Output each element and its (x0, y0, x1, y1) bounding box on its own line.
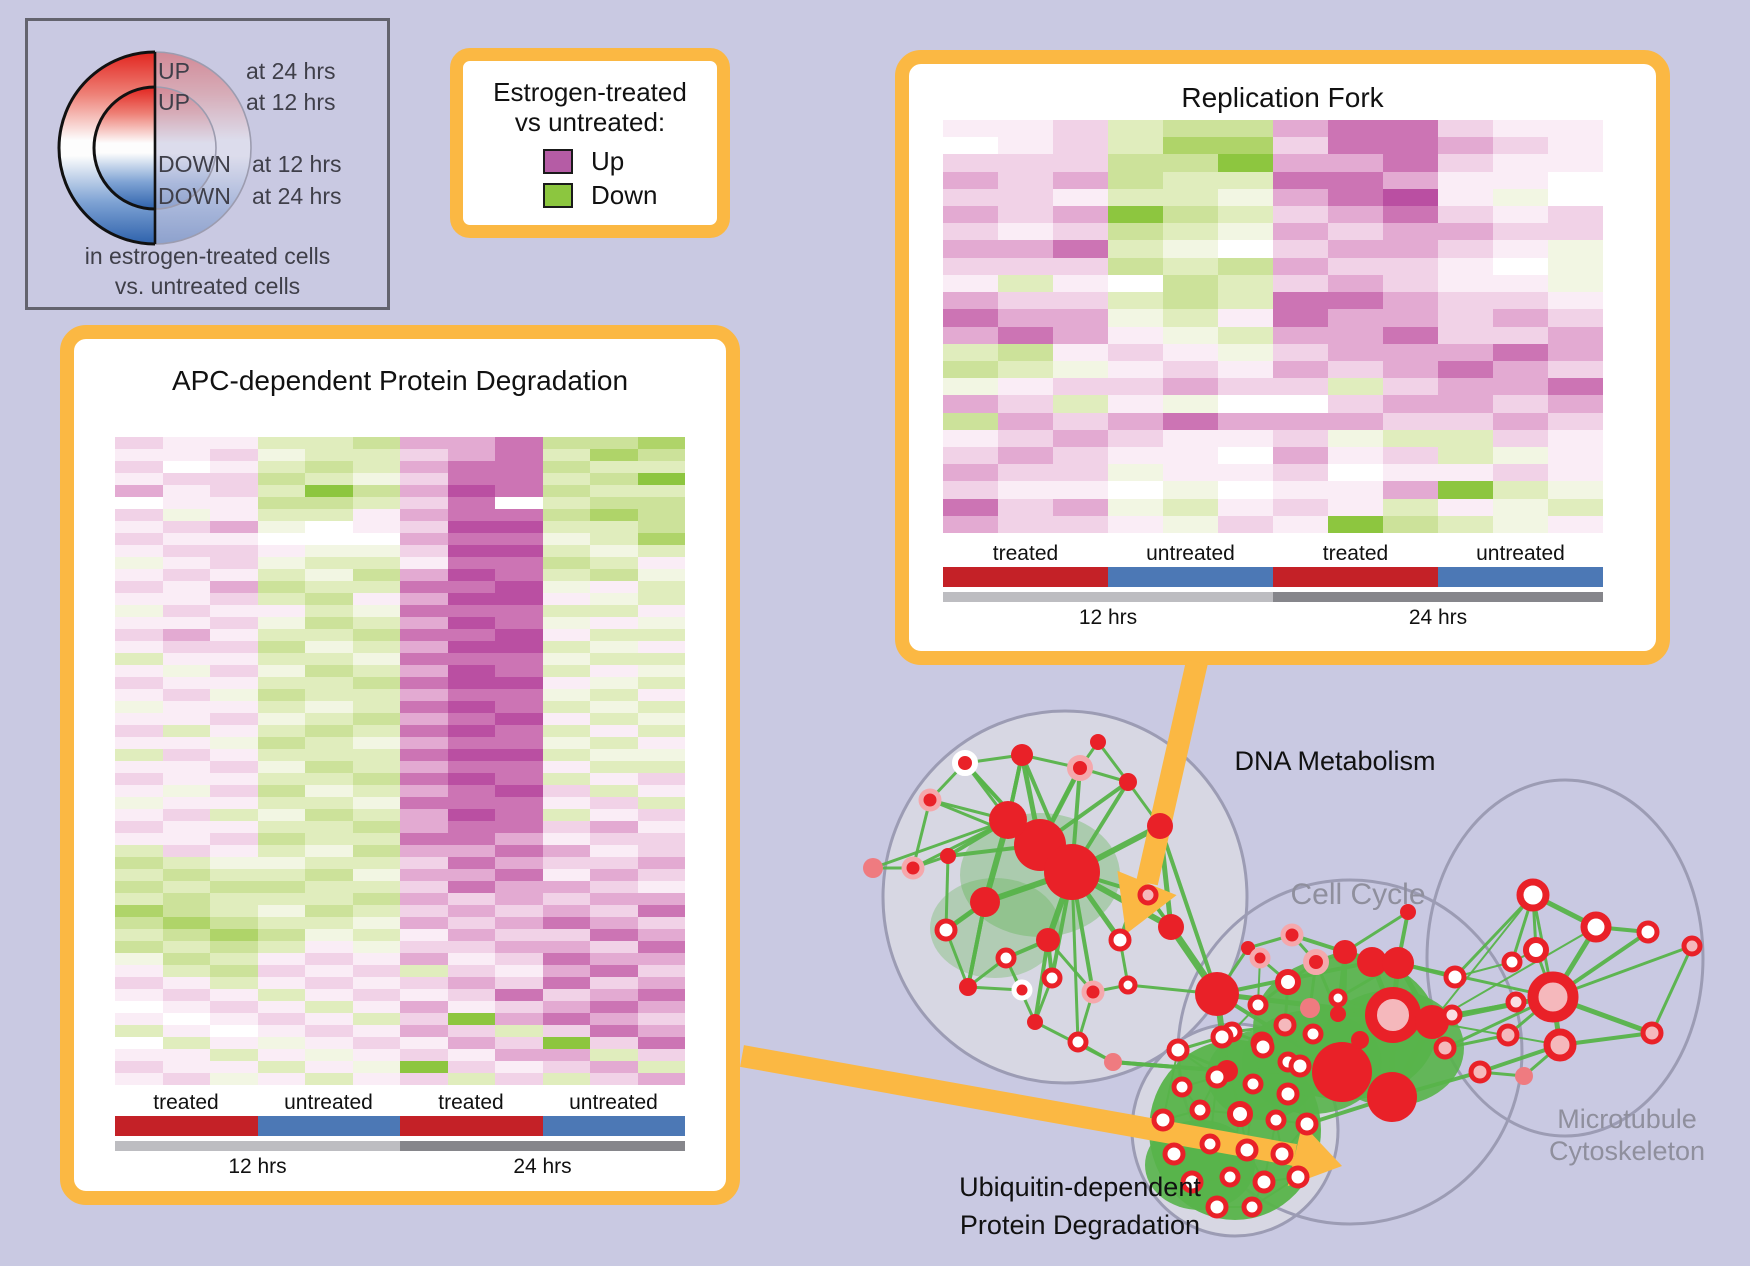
apc-time-bar (115, 1141, 685, 1151)
apc-panel: APC-dependent Protein Degradation treate… (60, 325, 740, 1205)
updown-title-line1: Estrogen-treated (493, 77, 687, 107)
ring-down24-time: at 24 hrs (252, 183, 342, 209)
ring-down12-time: at 12 hrs (252, 151, 342, 177)
ring-down12-dir: DOWN (158, 151, 231, 177)
ring-up24-dir: UP (158, 58, 190, 84)
ubiquitin-label-line1: Ubiquitin-dependent (959, 1172, 1201, 1202)
replication-fork-heatmap (943, 120, 1603, 533)
cell-cycle-label: Cell Cycle (1290, 878, 1426, 911)
apc-title: APC-dependent Protein Degradation (171, 365, 629, 396)
ring-up12-time: at 12 hrs (246, 89, 336, 115)
apc-group-untreated-24: untreated (569, 1091, 658, 1114)
bottom-margin (0, 1266, 1750, 1279)
ring-up24-time: at 24 hrs (246, 58, 336, 84)
ring-caption-line1: in estrogen-treated cells (84, 243, 331, 269)
rf-group-treated-24: treated (1322, 542, 1389, 565)
apc-condition-bar (115, 1116, 685, 1136)
ubiquitin-label-line2: Protein Degradation (959, 1210, 1201, 1240)
up-color-swatch (543, 149, 573, 174)
apc-heatmap (115, 437, 685, 1085)
microtubule-label-line2: Cytoskeleton (1548, 1136, 1706, 1166)
up-down-rings-icon (57, 50, 252, 246)
replication-fork-title: Replication Fork (1181, 82, 1384, 113)
rf-time-bar (943, 592, 1603, 602)
rf-condition-bar (943, 567, 1603, 587)
rf-time-12hrs: 12 hrs (1078, 606, 1138, 629)
updown-title-line2: vs untreated: (514, 107, 666, 137)
apc-group-untreated-12: untreated (284, 1091, 373, 1114)
replication-fork-panel: Replication Fork treated untreated treat… (895, 50, 1670, 665)
rf-time-24hrs: 24 hrs (1408, 606, 1468, 629)
rf-group-treated-12: treated (992, 542, 1059, 565)
rf-group-untreated-24: untreated (1476, 542, 1565, 565)
ring-legend-box: UP at 24 hrs UP at 12 hrs DOWN at 12 hrs… (25, 18, 390, 310)
down-label: Down (591, 180, 658, 210)
down-color-swatch (543, 183, 573, 208)
apc-group-treated-24: treated (438, 1091, 504, 1114)
microtubule-label-line1: Microtubule (1557, 1104, 1697, 1134)
up-label: Up (591, 146, 625, 176)
ring-down24-dir: DOWN (158, 183, 231, 209)
dna-metabolism-label: DNA Metabolism (1234, 746, 1436, 776)
ring-caption-line2: vs. untreated cells (114, 273, 301, 299)
apc-time-12hrs: 12 hrs (228, 1155, 287, 1178)
rf-group-untreated-12: untreated (1146, 542, 1235, 565)
apc-time-24hrs: 24 hrs (513, 1155, 572, 1178)
apc-group-treated-12: treated (153, 1091, 219, 1114)
updown-legend-box: Estrogen-treated vs untreated: Up Down (450, 48, 730, 238)
ring-up12-dir: UP (158, 89, 190, 115)
